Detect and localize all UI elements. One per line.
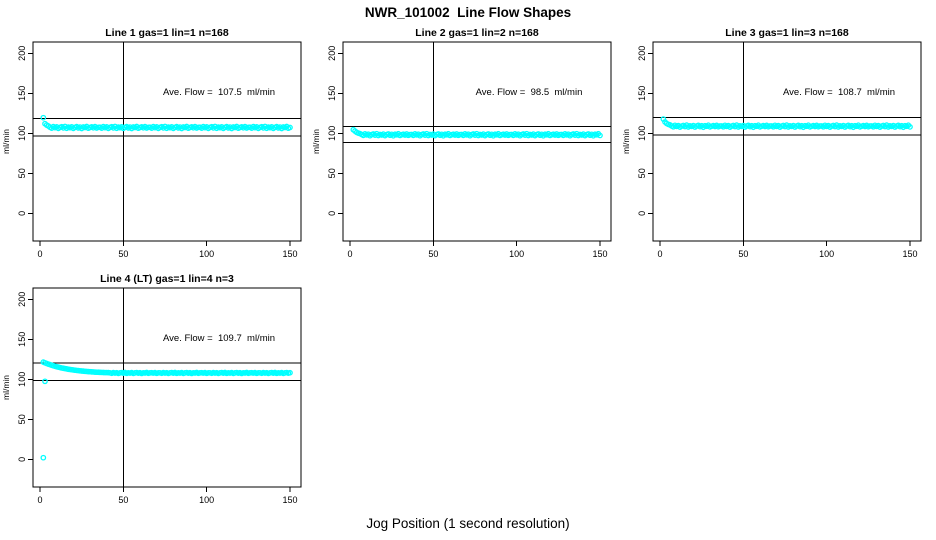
x-tick-label: 50 — [118, 249, 128, 259]
y-tick-label: 100 — [17, 372, 27, 387]
data-point-outlier — [42, 378, 48, 385]
y-tick-label: 0 — [17, 457, 27, 462]
y-axis-label: ml/min — [311, 129, 321, 154]
y-axis-label: ml/min — [621, 129, 631, 154]
subplot-title: Line 4 (LT) gas=1 lin=4 n=3 — [100, 273, 234, 285]
y-axis-label: ml/min — [1, 375, 11, 400]
ave-flow-annotation: Ave. Flow = 107.5 ml/min — [163, 87, 275, 98]
y-axis-label: ml/min — [1, 129, 11, 154]
plot-border — [32, 287, 302, 488]
x-tick-label: 50 — [118, 495, 128, 505]
ave-flow-annotation: Ave. Flow = 109.7 ml/min — [163, 333, 275, 344]
x-tick-label: 100 — [199, 249, 214, 259]
x-tick-label: 150 — [282, 495, 297, 505]
x-tick-label: 50 — [738, 249, 748, 259]
y-tick-label: 200 — [17, 292, 27, 307]
data-point — [40, 114, 47, 121]
subplot-title: Line 1 gas=1 lin=1 n=168 — [105, 27, 229, 39]
subplot-line2: Line 2 gas=1 lin=2 n=168 Ave. Flow = 98.… — [311, 27, 612, 259]
y-tick-label: 0 — [637, 211, 647, 216]
data-point — [287, 369, 293, 376]
x-tick-label: 100 — [819, 249, 834, 259]
plot-border — [32, 41, 302, 242]
y-tick-label: 150 — [17, 332, 27, 347]
x-tick-label: 100 — [509, 249, 524, 259]
main-title: NWR_101002 Line Flow Shapes — [364, 5, 572, 20]
y-tick-label: 150 — [637, 86, 647, 101]
x-tick-label: 0 — [347, 249, 352, 259]
y-tick-label: 50 — [327, 168, 337, 178]
y-tick-label: 100 — [17, 126, 27, 141]
y-tick-label: 0 — [17, 211, 27, 216]
x-tick-label: 0 — [37, 495, 42, 505]
plot-border — [652, 41, 922, 242]
x-tick-label: 150 — [902, 249, 917, 259]
x-tick-label: 150 — [592, 249, 607, 259]
x-tick-label: 100 — [199, 495, 214, 505]
x-tick-label: 150 — [282, 249, 297, 259]
y-tick-label: 100 — [327, 126, 337, 141]
y-tick-label: 150 — [17, 86, 27, 101]
subplot-line4: Line 4 (LT) gas=1 lin=4 n=3 Ave. Flow = … — [1, 273, 302, 505]
subplot-line1: Line 1 gas=1 lin=1 n=168 Ave. Flow = 107… — [1, 27, 302, 259]
y-tick-label: 50 — [637, 168, 647, 178]
y-tick-label: 200 — [17, 46, 27, 61]
y-tick-label: 50 — [17, 168, 27, 178]
x-tick-label: 50 — [428, 249, 438, 259]
y-tick-label: 150 — [327, 86, 337, 101]
y-tick-label: 0 — [327, 211, 337, 216]
y-tick-label: 200 — [637, 46, 647, 61]
plot-border — [342, 41, 612, 242]
data-point — [597, 132, 603, 139]
subplot-line3: Line 3 gas=1 lin=3 n=168 Ave. Flow = 108… — [621, 27, 922, 259]
subplot-title: Line 3 gas=1 lin=3 n=168 — [725, 27, 849, 39]
data-point — [907, 124, 913, 130]
x-tick-label: 0 — [37, 249, 42, 259]
data-point-outlier — [40, 454, 47, 461]
y-tick-label: 100 — [637, 126, 647, 141]
ave-flow-annotation: Ave. Flow = 98.5 ml/min — [476, 87, 583, 98]
ave-flow-annotation: Ave. Flow = 108.7 ml/min — [783, 87, 895, 98]
subplot-title: Line 2 gas=1 lin=2 n=168 — [415, 27, 539, 39]
y-tick-label: 50 — [17, 414, 27, 424]
data-point — [287, 124, 293, 131]
y-tick-label: 200 — [327, 46, 337, 61]
x-axis-label: Jog Position (1 second resolution) — [366, 516, 570, 531]
x-tick-label: 0 — [657, 249, 662, 259]
